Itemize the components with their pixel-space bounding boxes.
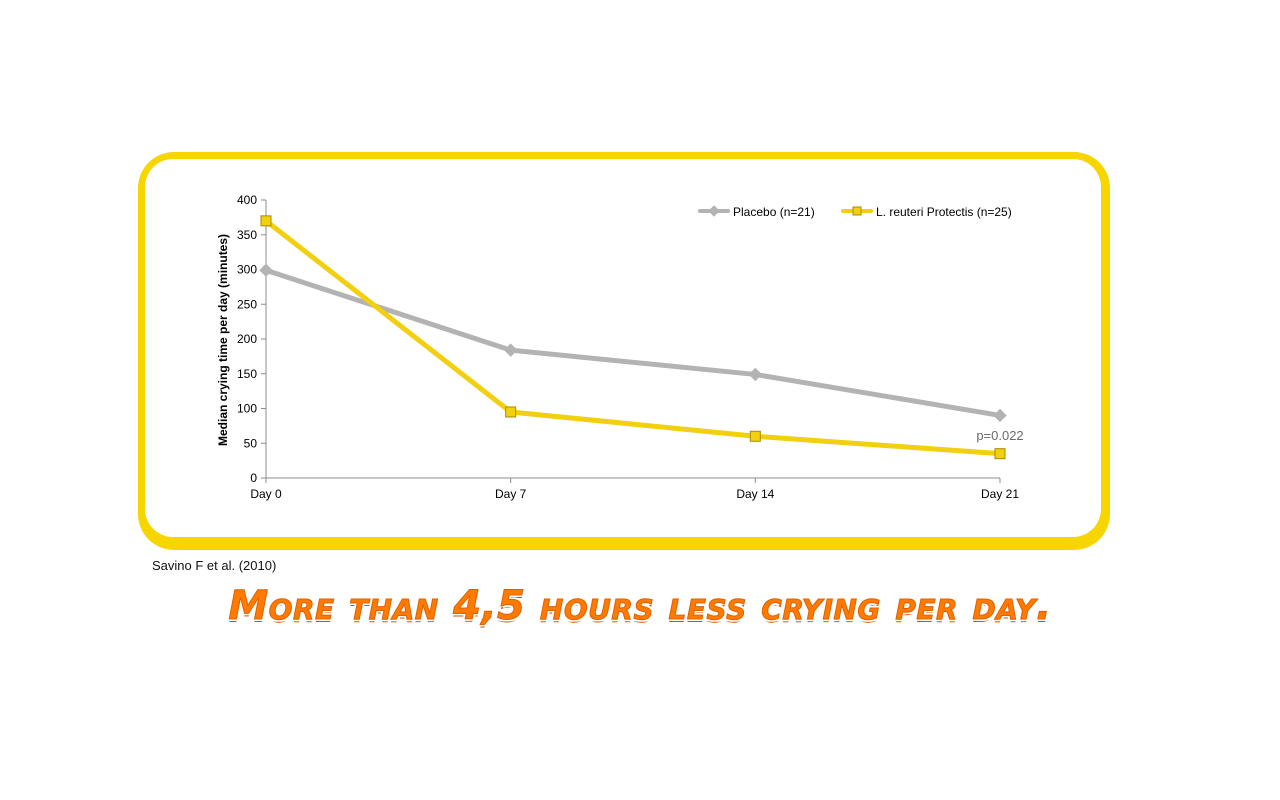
- data-point-placebo: [503, 343, 518, 357]
- legend-label-l-reuteri: L. reuteri Protectis (n=25): [876, 205, 1012, 219]
- y-tick-label: 400: [237, 193, 257, 207]
- data-point-l-reuteri: [994, 448, 1006, 460]
- x-tick-label: Day 0: [250, 487, 282, 501]
- series-line-l-reuteri: [263, 218, 1003, 457]
- x-tick-label: Day 21: [981, 487, 1019, 501]
- data-point-placebo: [748, 367, 763, 382]
- y-tick-label: 100: [237, 402, 257, 416]
- y-axis-label: Median crying time per day (minutes): [216, 234, 230, 446]
- series-line-placebo: [263, 267, 1003, 418]
- headline: More than 4,5 hours less crying per day.: [228, 583, 1052, 630]
- y-tick-label: 250: [237, 297, 257, 311]
- data-point-l-reuteri: [749, 430, 761, 442]
- chart-panel: [145, 159, 1101, 537]
- x-tick-label: Day 7: [495, 487, 527, 501]
- y-tick-label: 50: [244, 436, 258, 450]
- y-tick-label: 300: [237, 263, 257, 277]
- legend-marker-placebo: [708, 205, 720, 217]
- data-point-placebo: [993, 408, 1007, 423]
- legend-marker-l-reuteri: [852, 206, 862, 216]
- data-point-placebo: [259, 263, 273, 277]
- legend-label-placebo: Placebo (n=21): [733, 205, 815, 219]
- y-tick-label: 0: [250, 471, 257, 485]
- x-tick-label: Day 14: [736, 487, 774, 501]
- annotation-p-value: p=0.022: [976, 428, 1023, 443]
- y-tick-label: 350: [237, 228, 257, 242]
- data-point-l-reuteri: [260, 215, 272, 227]
- citation: Savino F et al. (2010): [152, 558, 277, 573]
- y-tick-label: 150: [237, 367, 257, 381]
- y-tick-label: 200: [237, 332, 257, 346]
- data-point-l-reuteri: [505, 406, 517, 418]
